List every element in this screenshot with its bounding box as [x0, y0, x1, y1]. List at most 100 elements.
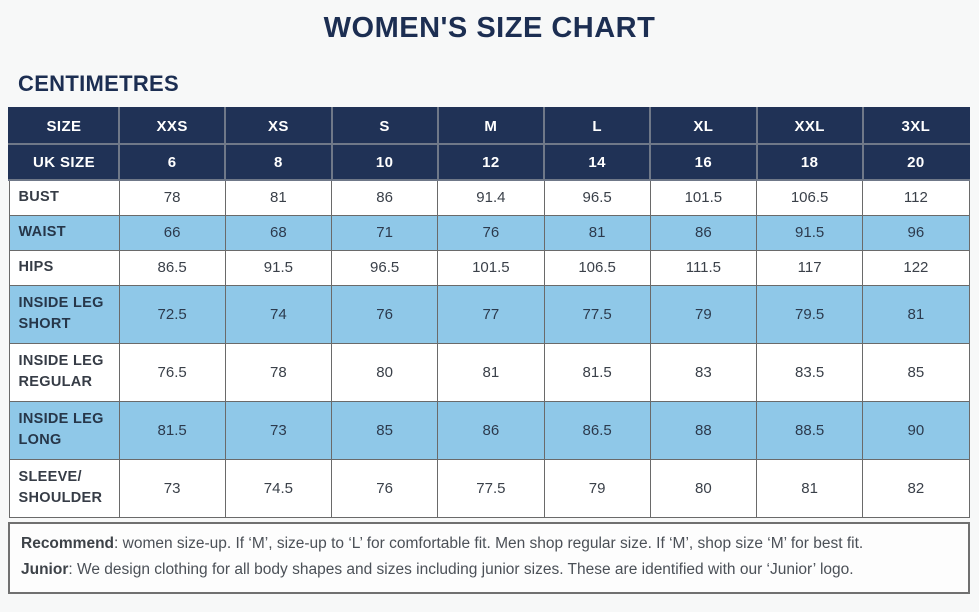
measurement-value: 68: [224, 214, 333, 251]
measurement-label: INSIDE LEG SHORT: [8, 284, 120, 344]
units-subtitle: CENTIMETRES: [18, 71, 179, 96]
measurement-value: 106.5: [755, 179, 864, 216]
uk-size-cell: 20: [861, 143, 971, 181]
uk-size-cell: 8: [224, 143, 333, 181]
size-header-row: SIZE XXS XS S M L XL XXL 3XL: [8, 107, 971, 145]
measurement-value: 81: [543, 214, 651, 251]
measurement-label: INSIDE LEG LONG: [8, 400, 120, 460]
measurement-value: 78: [118, 179, 226, 216]
junior-note-text: : We design clothing for all body shapes…: [68, 561, 854, 579]
measurement-value: 78: [224, 342, 333, 402]
measurement-value: 86.5: [543, 400, 651, 460]
measurement-row: INSIDE LEG LONG 81.5 73 85 86 86.5 88 88.5 90: [8, 400, 970, 460]
recommend-note: Recommend: women size-up. If ‘M’, size-u…: [21, 531, 957, 558]
measurement-value: 111.5: [649, 249, 758, 286]
measurement-value: 101.5: [649, 179, 758, 216]
measurement-value: 101.5: [437, 249, 545, 286]
junior-note: Junior: We design clothing for all body …: [21, 557, 957, 584]
measurement-row: BUST 78 81 86 91.4 96.5 101.5 106.5 112: [8, 179, 970, 216]
measurement-row: WAIST 66 68 71 76 81 86 91.5 96: [8, 214, 970, 251]
measurement-value: 81.5: [118, 400, 226, 460]
measurement-value: 86: [437, 400, 545, 460]
measurement-value: 91.5: [755, 214, 864, 251]
measurement-value: 106.5: [543, 249, 651, 286]
measurement-value: 79: [649, 284, 758, 344]
measurement-value: 117: [755, 249, 864, 286]
size-name-cell: XL: [649, 107, 758, 145]
uk-size-cell: 18: [755, 143, 864, 181]
measurement-value: 88: [649, 400, 758, 460]
measurement-value: 83: [649, 342, 758, 402]
measurement-value: 71: [330, 214, 439, 251]
measurement-value: 81: [862, 284, 970, 344]
size-name-cell: 3XL: [861, 107, 971, 145]
measurement-row: SLEEVE/ SHOULDER 73 74.5 76 77.5 79 80 81 82: [8, 458, 970, 518]
measurement-value: 77.5: [543, 284, 651, 344]
measurement-value: 91.4: [437, 179, 545, 216]
uk-size-cell: 12: [436, 143, 546, 181]
measurement-value: 77.5: [437, 458, 545, 518]
measurement-value: 122: [862, 249, 970, 286]
measurement-row: INSIDE LEG SHORT 72.5 74 76 77 77.5 79 79.5 81: [8, 284, 970, 344]
measurement-value: 85: [330, 400, 439, 460]
size-name-cell: M: [436, 107, 546, 145]
size-name-cell: L: [542, 107, 652, 145]
size-name-cell: S: [330, 107, 439, 145]
measurement-value: 79.5: [755, 284, 864, 344]
measurement-value: 80: [649, 458, 758, 518]
measurement-value: 72.5: [118, 284, 226, 344]
measurement-value: 81.5: [543, 342, 651, 402]
footnotes-box: Recommend: women size-up. If ‘M’, size-u…: [8, 521, 970, 594]
header-row-label: SIZE: [8, 107, 120, 145]
measurement-value: 112: [862, 179, 970, 216]
measurement-value: 80: [330, 342, 439, 402]
measurement-value: 86.5: [118, 249, 226, 286]
size-chart-head: SIZE XXS XS S M L XL XXL 3XL UK SIZE 6 8 10 12 14 16 18 2…: [8, 107, 971, 181]
measurement-value: 66: [118, 214, 226, 251]
measurement-row: HIPS 86.5 91.5 96.5 101.5 106.5 111.5 117 122: [8, 249, 970, 286]
uk-size-cell: 10: [330, 143, 439, 181]
size-name-cell: XXS: [117, 107, 227, 145]
size-name-cell: XXL: [755, 107, 864, 145]
measurement-value: 96: [862, 214, 970, 251]
measurement-value: 76: [437, 214, 545, 251]
measurement-row: INSIDE LEG REGULAR 76.5 78 80 81 81.5 83 83.5 85: [8, 342, 970, 402]
measurement-value: 76.5: [118, 342, 226, 402]
measurement-label: BUST: [8, 179, 120, 216]
measurement-label: HIPS: [8, 249, 120, 286]
measurement-value: 77: [437, 284, 545, 344]
uk-size-header-row: UK SIZE 6 8 10 12 14 16 18 20: [8, 143, 971, 181]
measurement-value: 76: [330, 458, 439, 518]
measurement-label: SLEEVE/ SHOULDER: [8, 458, 120, 518]
uk-size-cell: 14: [542, 143, 652, 181]
junior-note-lead: Junior: [21, 561, 69, 579]
page-title: WOMEN'S SIZE CHART: [323, 12, 656, 44]
measurement-value: 76: [330, 284, 439, 344]
measurement-value: 88.5: [755, 400, 864, 460]
measurement-value: 85: [862, 342, 970, 402]
measurement-value: 81: [755, 458, 864, 518]
measurement-value: 74.5: [224, 458, 333, 518]
uk-size-cell: 16: [649, 143, 758, 181]
measurement-value: 86: [649, 214, 758, 251]
header-row-label: UK SIZE: [8, 143, 120, 181]
measurement-value: 90: [862, 400, 970, 460]
measurement-value: 79: [543, 458, 651, 518]
measurement-label: WAIST: [8, 214, 120, 251]
measurement-value: 91.5: [224, 249, 333, 286]
measurement-value: 73: [224, 400, 333, 460]
uk-size-cell: 6: [117, 143, 227, 181]
measurement-value: 96.5: [330, 249, 439, 286]
measurement-value: 81: [224, 179, 333, 216]
size-chart-table: SIZE XXS XS S M L XL XXL 3XL UK SIZE 6 8 10 12 14 16 18 2…: [8, 107, 971, 518]
measurement-value: 81: [437, 342, 545, 402]
measurement-value: 96.5: [543, 179, 651, 216]
measurement-value: 83.5: [755, 342, 864, 402]
measurement-value: 74: [224, 284, 333, 344]
measurement-value: 86: [330, 179, 439, 216]
measurement-value: 82: [862, 458, 970, 518]
measurement-label: INSIDE LEG REGULAR: [8, 342, 120, 402]
recommend-note-text: : women size-up. If ‘M’, size-up to ‘L’ …: [114, 534, 864, 552]
measurement-value: 73: [118, 458, 226, 518]
recommend-note-lead: Recommend: [21, 534, 115, 552]
